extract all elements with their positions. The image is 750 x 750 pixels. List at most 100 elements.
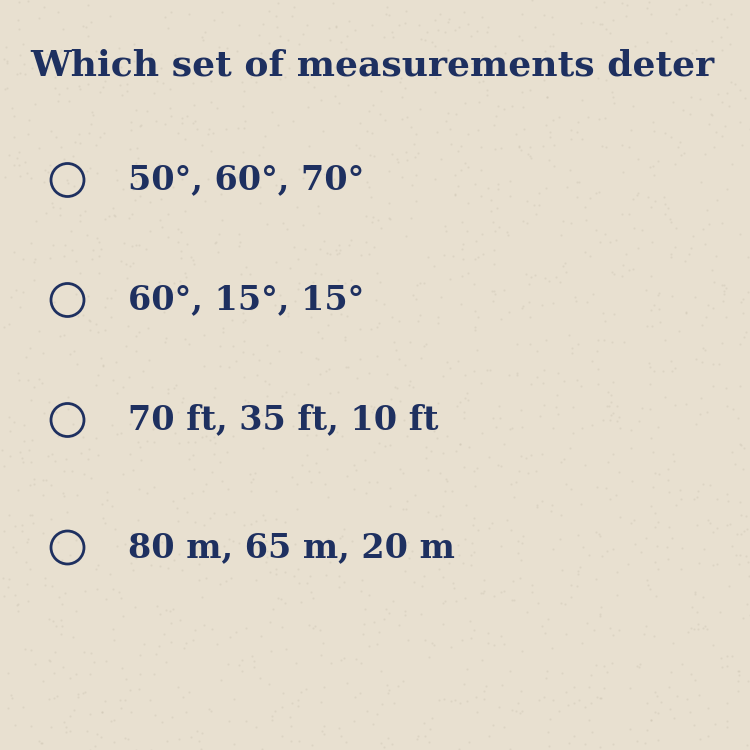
Point bbox=[531, 500, 543, 512]
Point bbox=[540, 673, 552, 685]
Point bbox=[532, 694, 544, 706]
Point bbox=[435, 291, 447, 303]
Point bbox=[44, 513, 56, 525]
Point bbox=[386, 738, 398, 750]
Point bbox=[667, 448, 679, 460]
Point bbox=[296, 686, 307, 698]
Point bbox=[117, 381, 129, 393]
Point bbox=[172, 437, 184, 449]
Point bbox=[293, 735, 305, 747]
Point bbox=[293, 38, 305, 50]
Point bbox=[291, 478, 303, 490]
Point bbox=[436, 523, 448, 535]
Point bbox=[650, 467, 662, 479]
Point bbox=[155, 62, 167, 74]
Point bbox=[504, 175, 516, 187]
Point bbox=[710, 126, 722, 138]
Point bbox=[438, 249, 450, 261]
Point bbox=[104, 10, 116, 22]
Point bbox=[52, 6, 64, 18]
Point bbox=[732, 665, 744, 677]
Point bbox=[517, 100, 529, 112]
Point bbox=[313, 298, 325, 310]
Point bbox=[536, 620, 548, 632]
Point bbox=[293, 163, 305, 175]
Point bbox=[363, 590, 375, 602]
Point bbox=[548, 544, 560, 556]
Point bbox=[153, 640, 165, 652]
Point bbox=[446, 577, 458, 589]
Point bbox=[28, 256, 40, 268]
Point bbox=[538, 272, 550, 284]
Point bbox=[559, 257, 571, 269]
Point bbox=[476, 228, 488, 240]
Point bbox=[260, 535, 272, 547]
Point bbox=[127, 240, 139, 252]
Point bbox=[55, 628, 67, 640]
Point bbox=[323, 63, 335, 75]
Point bbox=[374, 108, 386, 120]
Point bbox=[625, 70, 637, 82]
Point bbox=[526, 0, 538, 6]
Point bbox=[602, 386, 614, 398]
Point bbox=[245, 303, 257, 315]
Point bbox=[632, 154, 644, 166]
Point bbox=[94, 352, 106, 364]
Point bbox=[470, 480, 482, 492]
Point bbox=[716, 217, 728, 229]
Point bbox=[355, 585, 367, 597]
Point bbox=[596, 550, 608, 562]
Point bbox=[485, 194, 497, 206]
Point bbox=[596, 18, 608, 30]
Point bbox=[548, 40, 560, 53]
Point bbox=[560, 266, 572, 278]
Point bbox=[160, 604, 172, 616]
Point bbox=[22, 128, 34, 140]
Point bbox=[593, 529, 605, 541]
Point bbox=[2, 82, 14, 94]
Point bbox=[77, 687, 89, 699]
Point bbox=[305, 586, 317, 598]
Point bbox=[179, 268, 191, 280]
Point bbox=[176, 691, 188, 703]
Point bbox=[542, 613, 554, 625]
Point bbox=[496, 460, 508, 472]
Point bbox=[68, 346, 80, 358]
Point bbox=[492, 178, 504, 190]
Point bbox=[206, 623, 218, 635]
Point bbox=[510, 476, 522, 488]
Point bbox=[214, 340, 226, 352]
Point bbox=[611, 589, 623, 601]
Point bbox=[506, 524, 518, 536]
Point bbox=[496, 679, 508, 691]
Point bbox=[336, 430, 348, 442]
Point bbox=[415, 608, 427, 620]
Point bbox=[635, 402, 647, 414]
Point bbox=[145, 225, 157, 237]
Point bbox=[248, 661, 260, 673]
Point bbox=[432, 397, 444, 409]
Point bbox=[464, 441, 476, 453]
Point bbox=[334, 654, 346, 666]
Point bbox=[543, 275, 555, 287]
Point bbox=[106, 374, 118, 386]
Point bbox=[236, 654, 248, 666]
Point bbox=[720, 382, 732, 394]
Point bbox=[724, 38, 736, 50]
Point bbox=[193, 574, 205, 586]
Point bbox=[117, 184, 129, 196]
Point bbox=[596, 140, 608, 152]
Point bbox=[140, 181, 152, 193]
Point bbox=[111, 175, 123, 187]
Point bbox=[665, 666, 677, 678]
Point bbox=[152, 158, 164, 170]
Point bbox=[96, 498, 108, 510]
Point bbox=[644, 357, 656, 369]
Point bbox=[566, 346, 578, 358]
Point bbox=[383, 685, 395, 697]
Point bbox=[572, 116, 584, 128]
Point bbox=[13, 446, 26, 458]
Point bbox=[245, 476, 257, 488]
Point bbox=[430, 72, 442, 84]
Point bbox=[16, 519, 28, 531]
